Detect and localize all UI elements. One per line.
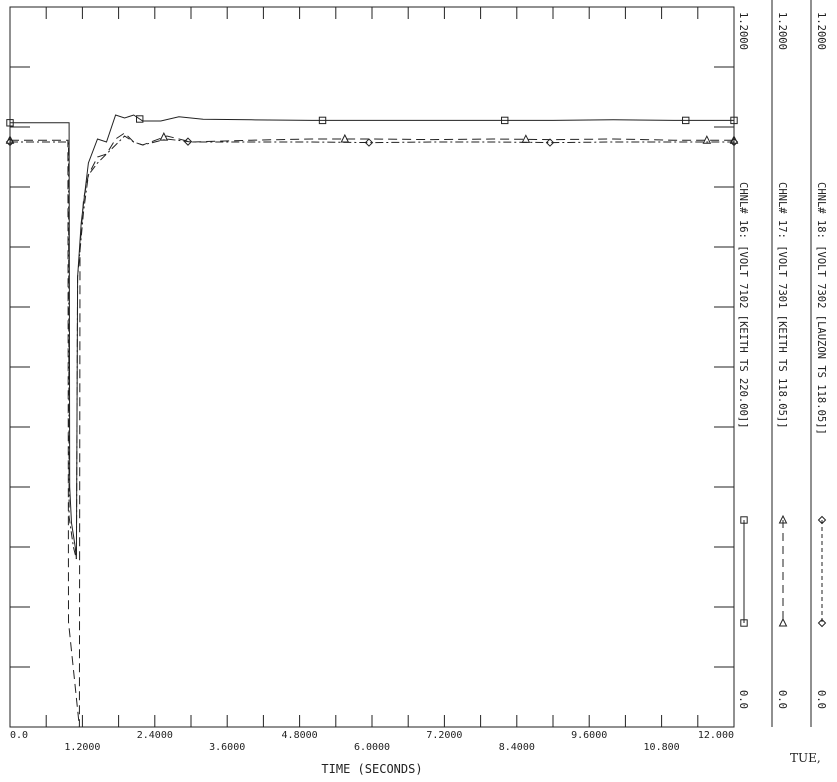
triangle-marker xyxy=(521,134,531,143)
x-tick-label: 6.0000 xyxy=(354,742,390,753)
x-tick-label: 0.0 xyxy=(10,730,28,741)
channel-label: CHNL# 17: [VOLT 7301 [KEITH TS 118.05]] xyxy=(776,182,788,429)
square-marker xyxy=(501,116,509,125)
square-marker xyxy=(318,116,327,125)
x-tick-label: 7.2000 xyxy=(426,730,462,741)
diamond-marker xyxy=(545,138,555,147)
square-marker xyxy=(740,619,748,627)
x-tick-label: 3.6000 xyxy=(209,742,245,753)
footer-text: TUE, xyxy=(790,751,821,765)
channel-ymax-label: 1.2000 xyxy=(815,12,827,50)
triangle-marker xyxy=(778,617,788,627)
channel-label: CHNL# 18: [VOLT 7302 [LAUZON TS 118.05]] xyxy=(815,182,827,435)
triangle-marker xyxy=(702,135,712,144)
channel-ymin-label: 0.0 xyxy=(737,690,749,709)
square-marker xyxy=(136,115,144,123)
channel-ymax-label: 1.2000 xyxy=(737,12,749,50)
channel-ymax-label: 1.2000 xyxy=(776,12,788,50)
x-tick-label: 1.2000 xyxy=(64,742,100,753)
square-marker xyxy=(730,116,738,125)
x-tick-label: 10.800 xyxy=(644,742,680,753)
channel-label: CHNL# 16: [VOLT 7102 [KEITH TS 220.00]] xyxy=(737,182,749,429)
plot-frame xyxy=(9,6,735,728)
axis-ticks xyxy=(10,7,734,727)
x-tick-label: 2.4000 xyxy=(137,730,173,741)
x-tick-label: 8.4000 xyxy=(499,742,535,753)
diamond-marker xyxy=(817,515,827,525)
channel-ymin-label: 0.0 xyxy=(776,690,788,709)
series-group xyxy=(5,114,739,728)
diamond-marker xyxy=(817,618,827,628)
square-marker xyxy=(6,119,14,127)
square-marker xyxy=(682,116,690,125)
x-axis-title: TIME (SECONDS) xyxy=(321,762,422,776)
x-tick-label: 9.6000 xyxy=(571,730,607,741)
x-tick-labels: 0.0 2.4000 4.8000 7.2000 9.6000 12.000 1.2000 3… xyxy=(10,730,734,753)
x-tick-label: 4.8000 xyxy=(282,730,318,741)
square-marker xyxy=(740,516,748,524)
diamond-marker xyxy=(729,137,739,147)
series-line-2 xyxy=(10,132,734,728)
diamond-marker xyxy=(183,137,193,146)
channel-legend-panels: 1.2000 0.0 CHNL# 16: [VOLT 7102 [KEITH TS … xyxy=(737,0,827,727)
diamond-marker xyxy=(5,137,15,147)
x-tick-label: 12.000 xyxy=(698,730,734,741)
channel-ymin-label: 0.0 xyxy=(815,690,827,709)
series-line-3 xyxy=(10,135,734,560)
triangle-marker xyxy=(778,514,788,524)
series-line-1 xyxy=(10,114,734,560)
diamond-marker xyxy=(364,138,374,147)
